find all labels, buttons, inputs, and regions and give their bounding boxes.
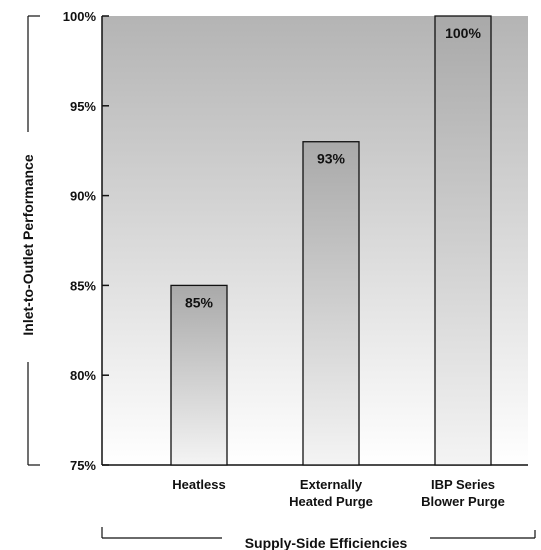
bar-data-label: 85%	[185, 294, 214, 310]
y-axis-title-bracket	[27, 15, 40, 466]
x-axis-title-bracket	[101, 527, 536, 539]
x-tick-label: IBP Series	[431, 477, 495, 492]
x-axis-labels: Heatless Externally Heated Purge IBP Series…	[172, 477, 505, 509]
y-tick-label: 80%	[70, 368, 96, 383]
bar	[170, 284, 228, 466]
bar	[302, 141, 360, 466]
bar	[434, 15, 492, 466]
bar-data-label: 100%	[445, 25, 481, 41]
y-tick-label: 95%	[70, 99, 96, 114]
bar-data-label: 93%	[317, 151, 346, 167]
y-tick-label: 100%	[63, 9, 97, 24]
x-tick-label: Externally	[300, 477, 363, 492]
y-tick-label: 75%	[70, 458, 96, 473]
x-tick-label: Heatless	[172, 477, 225, 492]
y-tick-label: 85%	[70, 278, 96, 293]
y-axis-title: Inlet-to-Outlet Performance	[20, 154, 36, 335]
x-tick-label: Blower Purge	[421, 494, 505, 509]
bars: 85% 93% 100%	[170, 15, 492, 466]
y-tick-label: 90%	[70, 189, 96, 204]
x-tick-label: Heated Purge	[289, 494, 373, 509]
x-axis-title: Supply-Side Efficiencies	[245, 535, 408, 550]
